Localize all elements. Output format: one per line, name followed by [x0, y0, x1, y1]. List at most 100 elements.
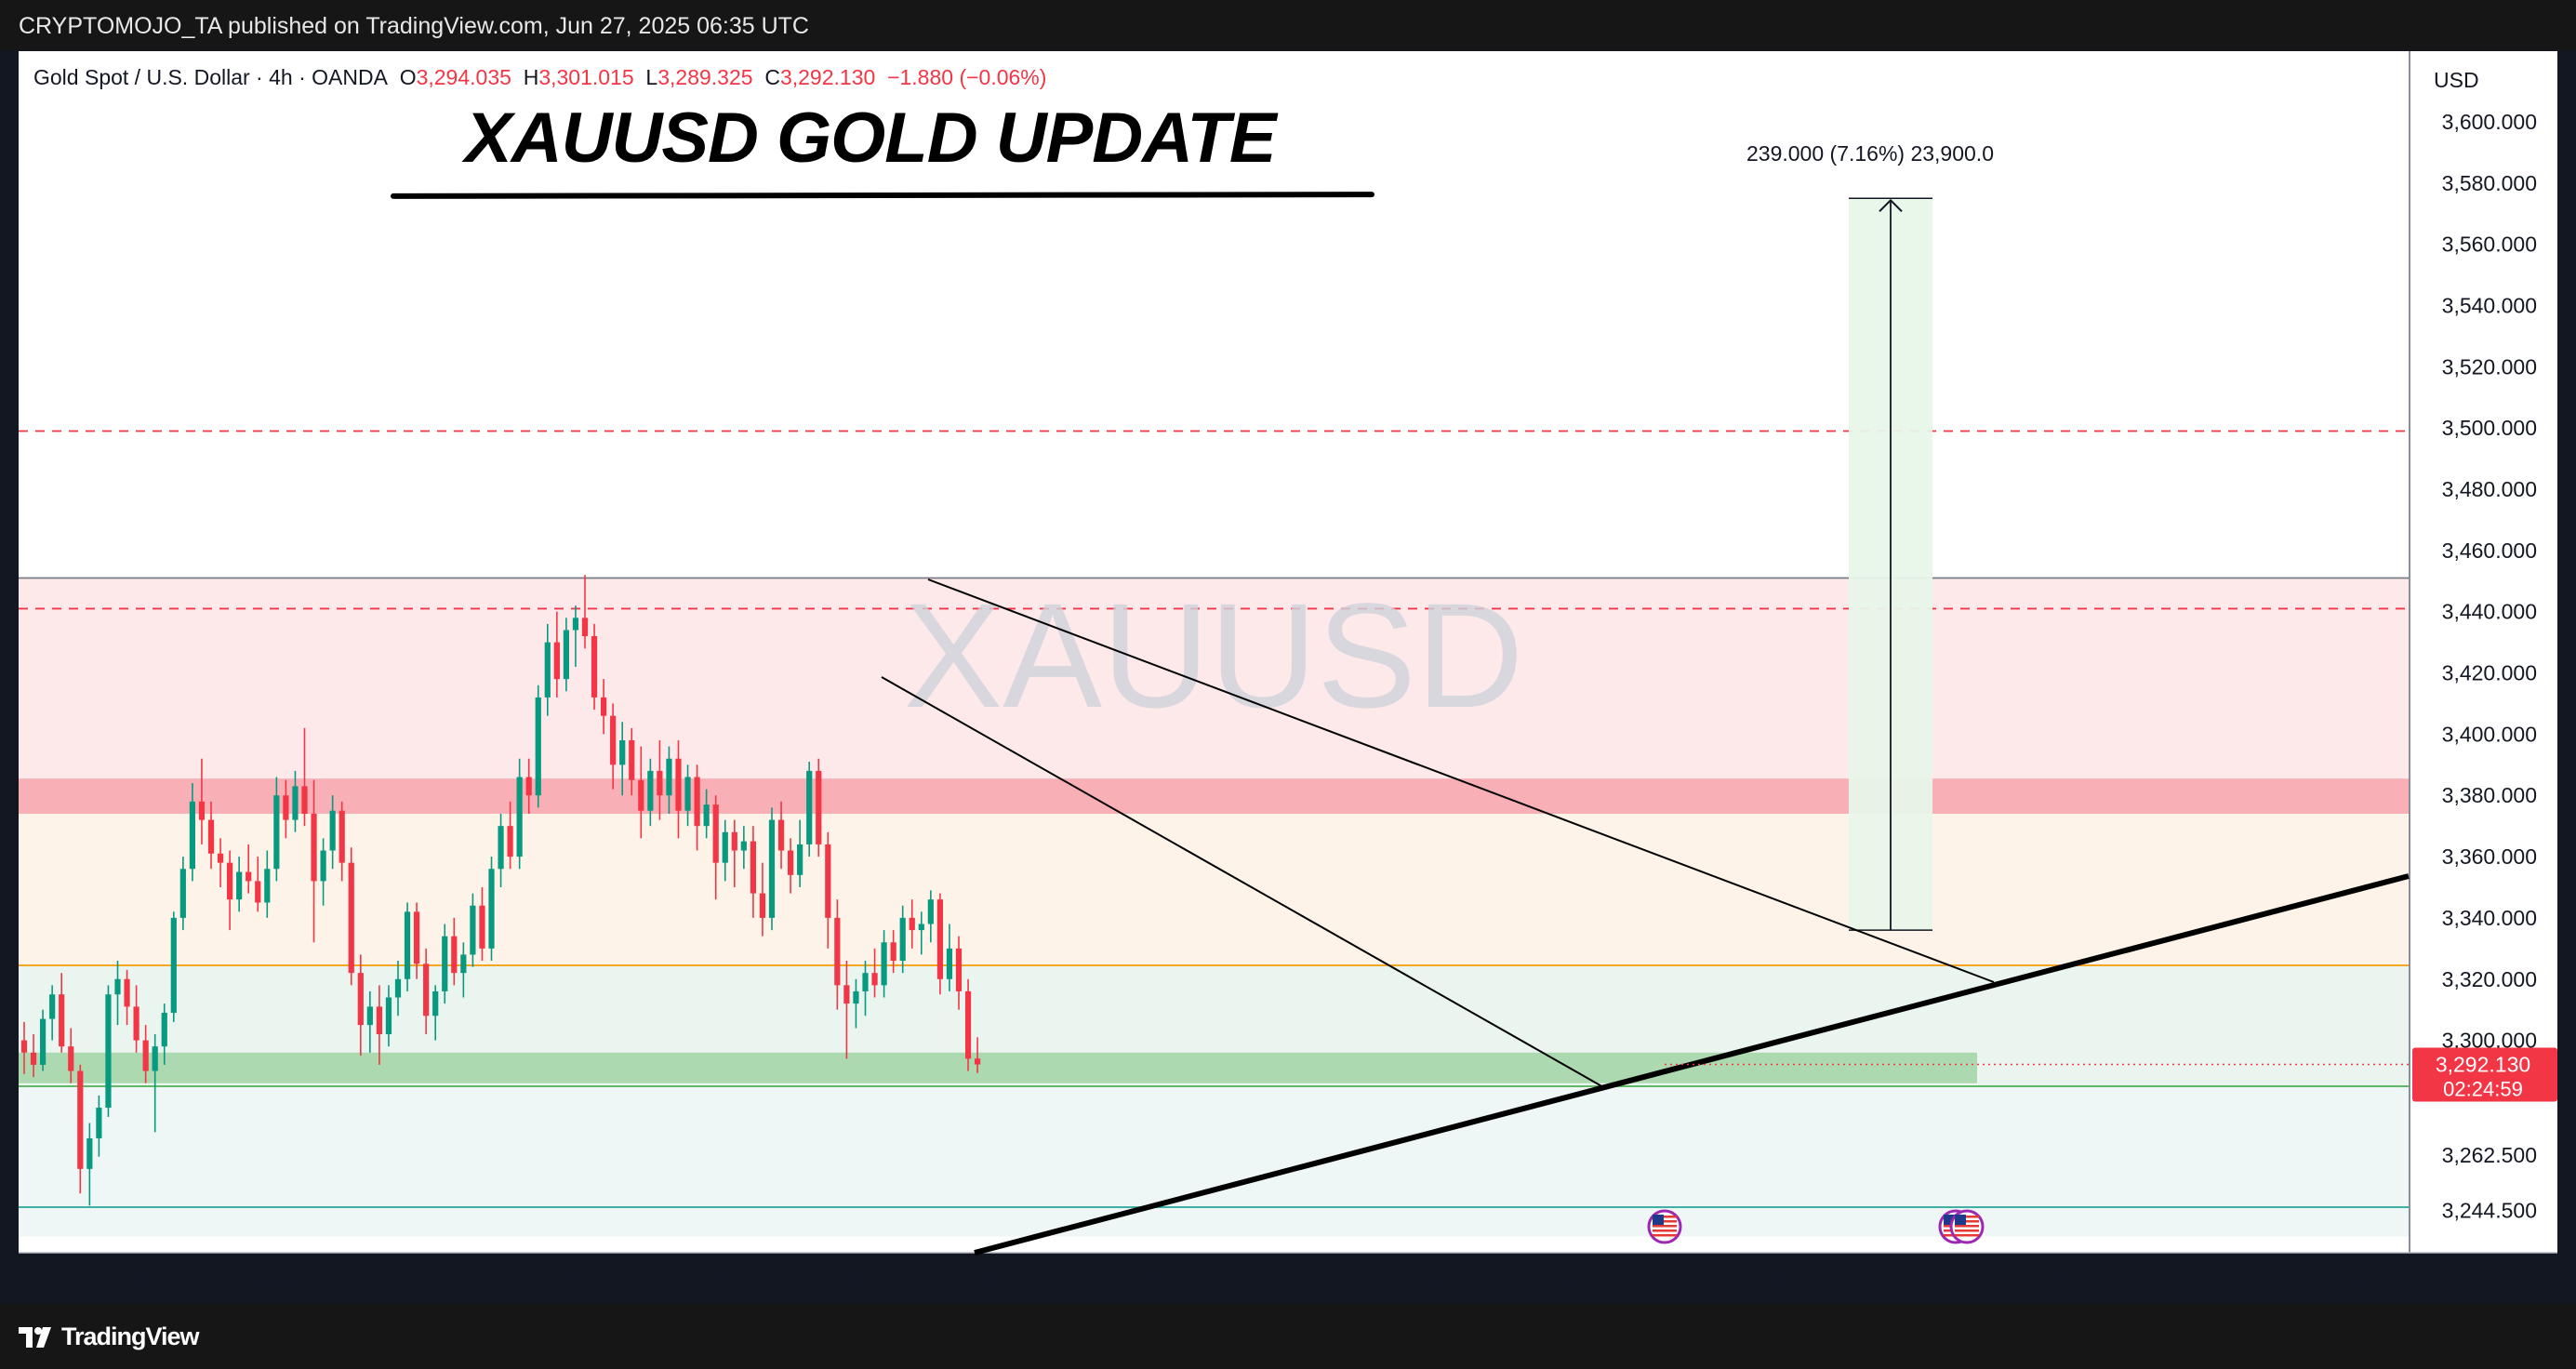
measure-arrow-head[interactable]: [1879, 198, 1903, 213]
candle-body: [581, 618, 589, 637]
candle-body: [964, 990, 972, 1059]
candle-body: [806, 770, 813, 844]
candle-body: [301, 786, 308, 814]
candle-body: [357, 973, 364, 1026]
candle-body: [161, 1012, 167, 1047]
flag-stripe: [1653, 1225, 1677, 1228]
candle-body: [507, 826, 513, 857]
candle-body: [638, 779, 644, 811]
flag-canton: [1955, 1215, 1966, 1225]
candle-body: [124, 978, 130, 1007]
price-tick-label: 3,500.000: [2442, 416, 2537, 440]
candle-body: [59, 994, 65, 1047]
footer-bar: TradingView: [0, 1304, 2576, 1369]
candle-body: [777, 819, 785, 851]
rising-support-line[interactable]: [974, 873, 2410, 1256]
annotation-title[interactable]: XAUUSD GOLD UPDATE: [465, 99, 1277, 178]
flag-stripe: [1653, 1220, 1677, 1223]
candle-body: [525, 777, 532, 796]
candle-body: [834, 917, 841, 986]
price-zone[interactable]: [19, 1085, 2409, 1237]
candle-body: [96, 1108, 102, 1138]
price-zone[interactable]: [19, 813, 2409, 965]
candle-body: [414, 911, 420, 964]
candle-body: [479, 905, 485, 949]
candle-body: [366, 1006, 373, 1026]
candle-body: [675, 758, 682, 811]
candle-body: [264, 869, 271, 903]
time-tick-label: 15: [976, 1268, 1001, 1292]
price-tick-label: 3,600.000: [2442, 110, 2537, 134]
price-tick-label: 3,360.000: [2442, 844, 2537, 869]
price-zone[interactable]: [19, 578, 2409, 814]
us-flag-event-icon[interactable]: [1949, 1209, 1985, 1244]
candle-body: [404, 911, 411, 979]
candle-body: [825, 844, 831, 918]
flag-canton: [1653, 1215, 1664, 1225]
candle-body: [750, 841, 756, 894]
last-price-badge[interactable]: [2412, 1047, 2557, 1102]
us-flag-event-icon[interactable]: [1647, 1209, 1682, 1244]
candle-body: [152, 1046, 158, 1071]
measure-label: 239.000 (7.16%) 23,900.0: [1746, 141, 1994, 166]
candle-body: [227, 862, 233, 900]
channel-lower-line[interactable]: [881, 676, 1606, 1089]
candle-body: [918, 924, 924, 931]
candle-body: [647, 770, 654, 811]
price-tick-label: 3,320.000: [2442, 967, 2537, 991]
candle-body: [936, 899, 943, 979]
candle-body: [460, 954, 467, 974]
candle-body: [255, 881, 261, 903]
price-tick-label: 3,480.000: [2442, 477, 2537, 501]
tradingview-logo[interactable]: TradingView: [19, 1322, 200, 1351]
flag-stripe: [1653, 1234, 1677, 1237]
time-tick-label: 12: [846, 1268, 870, 1292]
candle-body: [927, 899, 934, 924]
candle-body: [657, 770, 663, 796]
candle-body: [311, 813, 317, 882]
candle-body: [955, 948, 963, 991]
candle-body: [394, 978, 402, 998]
candle-body: [68, 1046, 74, 1071]
channel-upper-line[interactable]: [927, 578, 1995, 983]
candle-body: [881, 942, 887, 986]
candle-body: [339, 810, 345, 863]
candle-body: [975, 1058, 981, 1065]
flag-stripe: [1955, 1216, 1979, 1218]
price-tick-label: 3,262.500: [2442, 1143, 2537, 1167]
candle-body: [563, 630, 569, 680]
candle-body: [329, 810, 336, 851]
price-tick-label: 3,460.000: [2442, 538, 2537, 563]
open-value: 3,294.035: [416, 65, 511, 89]
currency-label[interactable]: USD: [2434, 68, 2479, 92]
bar-countdown: 02:24:59: [2443, 1078, 2523, 1101]
candle-body: [853, 990, 859, 1004]
candle-body: [207, 819, 215, 854]
time-tick-label: 24: [1419, 1268, 1443, 1292]
candle-body: [619, 739, 626, 765]
time-tick-label: 29: [129, 1268, 153, 1292]
price-zone[interactable]: [19, 778, 2409, 820]
price-tick-label: 3,340.000: [2442, 906, 2537, 930]
candle-body: [684, 777, 691, 811]
time-tick-label: 6: [566, 1268, 578, 1292]
candle-body: [133, 1006, 139, 1041]
candle-body: [348, 862, 354, 974]
flag-stripe: [1955, 1229, 1979, 1232]
candle-body: [843, 985, 850, 1004]
candle-body: [816, 770, 822, 844]
candle-body: [114, 978, 121, 995]
candle-body: [451, 936, 458, 974]
flag-canton: [1944, 1215, 1955, 1225]
candle-body: [217, 853, 224, 863]
time-tick-label: 20: [1276, 1268, 1300, 1292]
footer-brand: TradingView: [61, 1322, 200, 1350]
candle-body: [376, 1006, 382, 1035]
candle-body: [862, 973, 869, 991]
candle-body: [768, 819, 776, 918]
candle-body: [292, 786, 299, 820]
candle-body: [740, 841, 747, 851]
price-zone[interactable]: [19, 1052, 1977, 1083]
price-tick-label: 3,400.000: [2442, 722, 2537, 746]
